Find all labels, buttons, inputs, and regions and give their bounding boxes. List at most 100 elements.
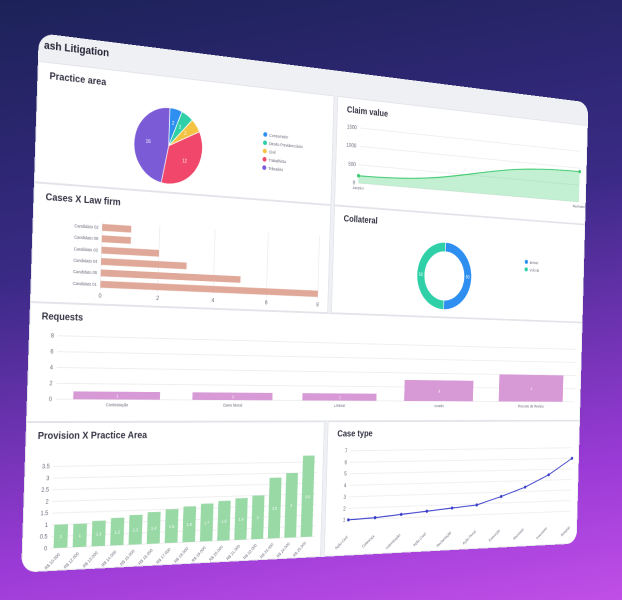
x-tick-label: Janeiro <box>353 185 365 191</box>
x-tick-label: 4 <box>211 298 215 304</box>
panel-title: Provision X Practice Area <box>37 430 148 443</box>
x-tick-label: R$ 19.000 <box>191 545 207 563</box>
bar-label: 1.5 <box>169 524 175 529</box>
bar-label: 1 <box>60 534 63 539</box>
y-tick-label: 0 <box>44 546 48 552</box>
legend-label: Direito Previdenciário <box>269 141 303 149</box>
x-tick-label: R$ 15.000 <box>119 548 136 567</box>
bar-label: 2.8 <box>272 506 278 511</box>
legend-marker <box>262 165 267 171</box>
grid-line <box>348 511 570 520</box>
x-tick-label: 2 <box>156 296 159 302</box>
legend-marker <box>524 259 529 265</box>
x-tick-label: Ação Penal <box>462 529 477 545</box>
x-tick-label: R$ 21.000 <box>226 543 242 561</box>
grid-line <box>158 225 160 292</box>
grid-line <box>360 128 580 151</box>
point <box>450 506 454 510</box>
point <box>399 512 403 517</box>
panel-title: Practice area <box>49 71 107 89</box>
slice <box>161 128 203 186</box>
bar <box>100 269 241 283</box>
slice-label: 12 <box>182 158 187 164</box>
grid-line <box>100 222 102 290</box>
bar-label: 1 <box>339 395 341 400</box>
x-tick-label: R$ 24.000 <box>276 541 291 559</box>
y-tick-label: 8 <box>51 333 54 339</box>
bar-label: 4 <box>531 386 533 390</box>
x-tick-label: R$ 12.000 <box>63 551 80 570</box>
bar-label: 1.3 <box>133 528 139 533</box>
slice <box>133 104 170 183</box>
chart: 0 2 4 6 8 Candidato 02 Candidato 08 Candidato 0… <box>73 207 331 309</box>
x-tick-label: Contestação <box>106 402 129 407</box>
chart: 0 500 1000 1500 Janeiro Fevereiro <box>346 125 585 209</box>
grid-line <box>57 352 576 363</box>
point <box>523 485 527 489</box>
legend-marker <box>262 140 268 146</box>
point <box>425 509 429 513</box>
bar <box>128 514 143 545</box>
grid-line <box>350 469 572 474</box>
x-tick-label: Dano Moral <box>223 403 242 408</box>
bar-label: 1.6 <box>187 522 193 527</box>
grid-line <box>56 383 575 388</box>
x-tick-label: Recurso de Revista <box>518 404 544 408</box>
x-tick-label: Ação Cível <box>412 531 426 547</box>
y-tick-label: 3.5 <box>42 464 50 470</box>
chart: 50 Imóvel 50 Veículo <box>332 228 539 322</box>
y-tick-label: 1 <box>45 523 48 529</box>
x-tick-label: R$ 17.000 <box>155 546 171 564</box>
bar-label: 1.1 <box>96 531 102 536</box>
slice-label: 50 <box>419 272 423 278</box>
bar-label: 1.2 <box>114 529 120 534</box>
bar <box>101 235 131 244</box>
bar <box>100 258 187 270</box>
y-tick-label: 0 <box>49 397 53 403</box>
bar-label: 3.8 <box>305 494 310 499</box>
y-tick-label: 3 <box>343 495 346 501</box>
bar <box>102 223 132 233</box>
x-tick-label: Reclamação <box>436 530 452 548</box>
grid-line <box>318 236 320 299</box>
grid-line <box>350 458 572 462</box>
bar-label: 1.8 <box>221 519 227 524</box>
grid-line <box>359 146 579 168</box>
x-tick-label: R$ 22.000 <box>242 543 257 561</box>
bar <box>73 391 161 400</box>
y-tick-label: 0.5 <box>40 535 48 541</box>
y-tick-label: 6 <box>344 460 347 466</box>
y-tick-label: 4 <box>50 365 54 371</box>
legend-marker <box>262 156 267 162</box>
legend-label: Trabalhista <box>268 158 286 164</box>
y-tick-label: 5 <box>344 472 347 478</box>
point <box>547 473 550 477</box>
y-tick-label: 3 <box>46 476 49 482</box>
bar <box>91 520 106 547</box>
legend-label: Consumidor <box>269 133 289 140</box>
grid-line <box>53 473 316 479</box>
y-tick-label: 2 <box>49 381 52 387</box>
x-tick-label: R$ 13.000 <box>82 550 99 569</box>
panel-title: Cases X Law firm <box>45 192 121 209</box>
bar <box>182 506 197 543</box>
legend-label: Veículo <box>529 268 539 273</box>
bar-label: 1.7 <box>204 520 210 525</box>
bar <box>53 524 69 549</box>
chart: 0 2 4 6 8 1 Contestação 1 Dano Moral 1 Liminar 3 Aco… <box>49 333 583 408</box>
panel: Collateral 50 Imóvel 50 Veículo <box>331 205 586 323</box>
x-tick-label: Inventário <box>536 526 548 541</box>
y-tick-label: 1 <box>343 518 346 524</box>
slice-label: 2 <box>172 121 175 127</box>
x-tick-label: R$ 10.000 <box>44 552 62 571</box>
x-tick-label: R$ 16.000 <box>137 547 154 565</box>
slice-label: 2 <box>179 125 182 131</box>
area <box>358 150 580 203</box>
bar <box>101 246 160 257</box>
x-tick-label: Fevereiro <box>573 204 585 209</box>
x-tick-label: 8 <box>316 303 319 309</box>
x-tick-label: 0 <box>98 294 102 300</box>
grid-line <box>350 448 572 451</box>
x-tick-label: Mandado <box>513 527 525 541</box>
